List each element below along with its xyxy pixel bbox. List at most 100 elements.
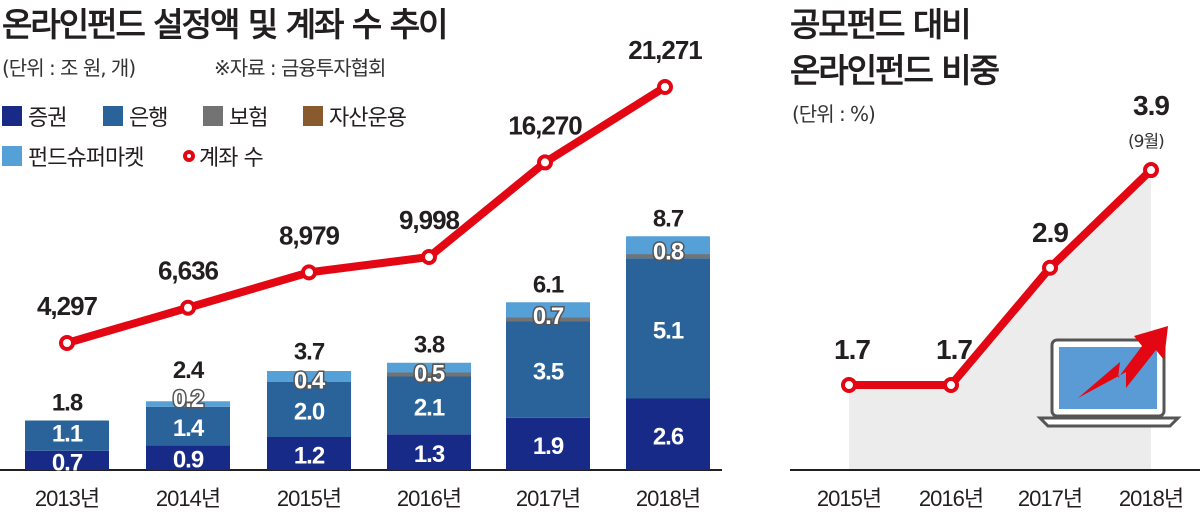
share-label: 3.9	[1133, 90, 1169, 121]
x-tick-label: 2016년	[397, 486, 461, 511]
accounts-label: 4,297	[37, 291, 98, 321]
legend-swatch	[2, 106, 22, 126]
accounts-point	[180, 299, 196, 316]
accounts-line	[65, 83, 668, 347]
legend-swatch	[103, 106, 123, 126]
legend-label: 보험	[229, 106, 268, 131]
laptop-base	[1036, 416, 1182, 428]
x-tick-label: 2018년	[636, 486, 700, 511]
legend-securities: 증권	[2, 100, 67, 132]
legend-swatch	[2, 146, 22, 166]
accounts-label: 8,979	[279, 220, 340, 250]
bar-bank	[506, 321, 590, 418]
bar-securities	[387, 434, 471, 470]
bar-label-securities: 0.7	[52, 449, 83, 476]
right-note: (9월)	[1128, 132, 1165, 152]
x-tick-label: 2018년	[1119, 486, 1183, 511]
bar-label-bank: 1.4	[173, 415, 205, 442]
bar-label-other: 0.7	[533, 303, 564, 330]
bar-label-bank: 2.0	[294, 399, 325, 426]
bar-securities	[267, 437, 351, 470]
bar-label-securities: 1.2	[294, 443, 325, 470]
accounts-point	[657, 79, 673, 95]
bar-label-other: 0.4	[294, 368, 326, 395]
share-point	[1042, 259, 1058, 276]
bar-total-label: 6.1	[533, 271, 564, 298]
legend-circle-icon	[183, 150, 195, 162]
x-tick-label: 2014년	[156, 486, 220, 511]
accounts-point	[59, 335, 75, 351]
right-unit: (단위 : %)	[792, 102, 876, 126]
bar-label-other: 0.2	[173, 386, 204, 413]
x-tick-label: 2015년	[277, 486, 341, 511]
bar-total-label: 1.8	[52, 390, 83, 417]
bar-total-label: 3.8	[414, 332, 445, 359]
bar-label-bank: 1.1	[52, 420, 83, 447]
legend-swatch	[203, 106, 223, 126]
legend-accounts: 계좌 수	[183, 140, 264, 172]
bar-label-other: 0.5	[414, 361, 445, 388]
legend-swatch	[303, 106, 323, 126]
right-chart-title-1: 공모펀드 대비	[790, 5, 972, 44]
accounts-point	[301, 264, 317, 281]
accounts-point	[421, 249, 437, 266]
accounts-label: 6,636	[158, 256, 219, 286]
legend-fund-supermarket: 펀드슈퍼마켓	[2, 140, 144, 172]
source-note: ※자료 : 금융투자협회	[214, 56, 386, 80]
bar-fund-supermarket	[267, 371, 351, 382]
bar-insurance	[387, 372, 471, 377]
bar-total-label: 2.4	[173, 357, 205, 384]
bar-insurance	[506, 317, 590, 322]
bar-fund-supermarket	[506, 302, 590, 322]
bar-label-other: 0.8	[653, 238, 684, 265]
bar-securities	[506, 417, 590, 470]
legend-asset-mgmt: 자산운용	[303, 100, 407, 132]
accounts-label: 9,998	[399, 205, 460, 235]
right-chart-title-2: 온라인펀드 비중	[790, 51, 1000, 90]
legend-label: 계좌 수	[199, 146, 264, 171]
bar-securities	[626, 398, 710, 470]
bar-label-bank: 5.1	[653, 317, 684, 344]
left-chart-title: 온라인펀드 설정액 및 계좌 수 추이	[2, 5, 448, 44]
bar-label-bank: 3.5	[533, 359, 564, 386]
legend-bank: 은행	[103, 100, 168, 132]
bar-bank	[146, 406, 230, 446]
bar-total-label: 8.7	[653, 205, 684, 232]
bar-label-bank: 2.1	[414, 394, 445, 421]
bar-bank	[387, 376, 471, 435]
left-unit: (단위 : 조 원, 개)	[2, 56, 136, 80]
accounts-label: 21,271	[628, 35, 702, 65]
bar-bank	[267, 382, 351, 437]
bar-fund-supermarket	[626, 236, 710, 259]
legend-insurance: 보험	[203, 100, 268, 132]
legend-label: 은행	[129, 106, 168, 131]
share-label: 1.7	[936, 334, 972, 365]
accounts-point	[537, 154, 553, 171]
bar-securities	[146, 445, 230, 470]
legend-label: 펀드슈퍼마켓	[28, 146, 144, 171]
share-label: 1.7	[834, 334, 870, 365]
bar-securities	[25, 450, 109, 470]
bar-bank	[25, 420, 109, 451]
legend-label: 자산운용	[329, 106, 407, 131]
bar-label-securities: 1.3	[414, 441, 445, 468]
bar-label-securities: 0.9	[173, 447, 204, 474]
x-tick-label: 2016년	[919, 486, 983, 511]
share-point	[1143, 162, 1159, 179]
x-tick-label: 2015년	[817, 486, 881, 511]
x-tick-label: 2013년	[35, 486, 99, 511]
accounts-label: 16,270	[508, 110, 582, 140]
share-line	[849, 167, 1154, 389]
lightning-arrow-icon	[1078, 326, 1168, 398]
share-label: 2.9	[1032, 217, 1068, 248]
bar-bank	[626, 258, 710, 399]
share-point	[943, 377, 959, 393]
bar-insurance	[626, 254, 710, 259]
bar-label-securities: 1.9	[533, 433, 564, 460]
x-tick-label: 2017년	[1018, 486, 1082, 511]
share-point	[841, 377, 857, 393]
bar-fund-supermarket	[146, 401, 230, 407]
bar-label-securities: 2.6	[653, 423, 684, 450]
